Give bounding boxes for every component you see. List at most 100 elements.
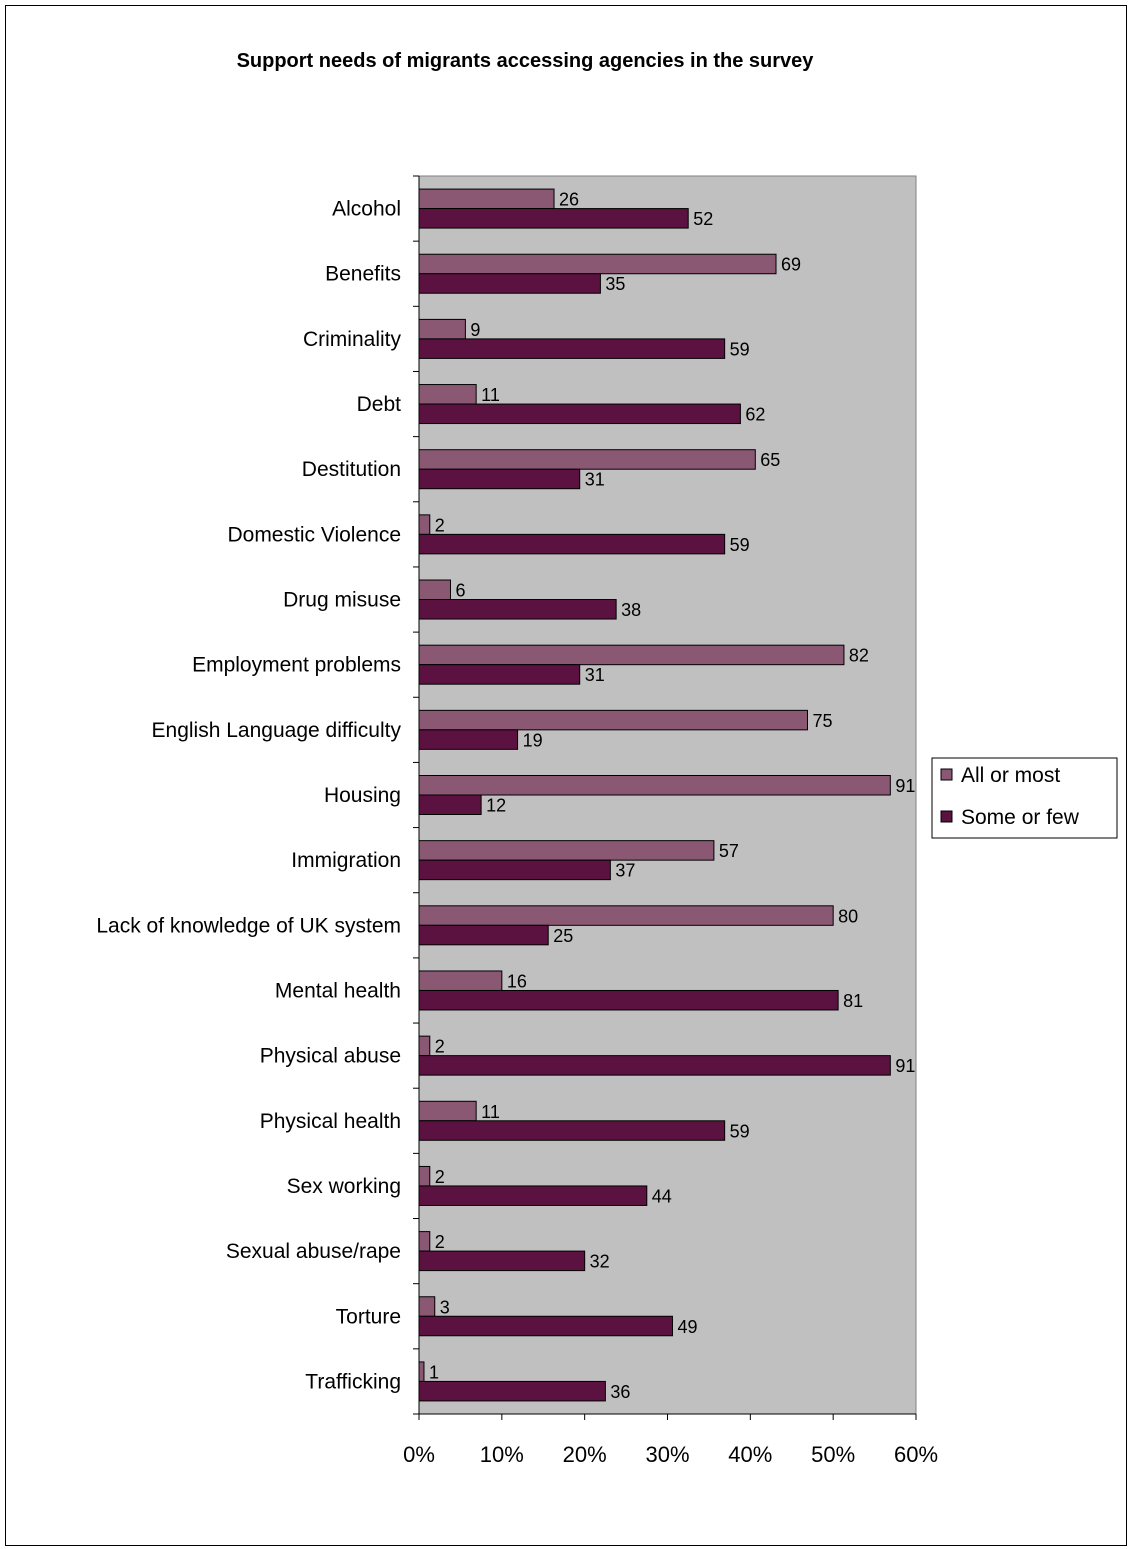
value-label-some-or-few-lack-of-knowledge-of-uk-system: 25 (553, 926, 573, 946)
bar-all-or-most-mental-health (418, 970, 503, 991)
value-label-some-or-few-drug-misuse: 38 (621, 600, 641, 620)
value-label-all-or-most-drug-misuse: 6 (455, 581, 465, 601)
value-label-some-or-few-domestic-violence: 59 (730, 535, 750, 555)
category-label-lack-of-knowledge-of-uk-system: Lack of knowledge of UK system (96, 914, 401, 937)
bar-all-or-most-sexual-abuse-rape (418, 1231, 431, 1252)
x-tick-label: 0% (403, 1442, 435, 1467)
value-label-some-or-few-english-language-difficulty: 19 (523, 730, 543, 750)
bar-all-or-most-drug-misuse (418, 579, 451, 601)
legend-box (931, 757, 1118, 839)
bars-layer: 2652693595911626531259638823175199112573… (418, 188, 915, 1402)
bar-some-or-few-alcohol (418, 208, 689, 229)
value-label-some-or-few-housing: 12 (486, 796, 506, 816)
category-label-physical-abuse: Physical abuse (260, 1045, 401, 1068)
value-label-some-or-few-trafficking: 36 (610, 1382, 630, 1402)
category-label-alcohol: Alcohol (332, 198, 401, 221)
value-label-some-or-few-employment-problems: 31 (585, 665, 605, 685)
bar-some-or-few-sexual-abuse-rape (418, 1250, 586, 1272)
value-label-some-or-few-debt: 62 (745, 405, 765, 425)
value-label-all-or-most-debt: 11 (481, 385, 500, 405)
category-label-torture: Torture (336, 1305, 401, 1328)
value-label-some-or-few-benefits: 35 (605, 274, 625, 294)
x-tick-label: 40% (728, 1442, 772, 1467)
bar-some-or-few-physical-abuse (418, 1055, 891, 1076)
bar-all-or-most-benefits (418, 253, 777, 275)
bar-some-or-few-mental-health (418, 989, 839, 1011)
bar-all-or-most-housing (418, 775, 891, 796)
bar-some-or-few-employment-problems (418, 664, 581, 685)
value-label-all-or-most-torture: 3 (440, 1297, 450, 1317)
bar-some-or-few-immigration (418, 859, 611, 881)
category-label-immigration: Immigration (291, 849, 401, 872)
bar-some-or-few-english-language-difficulty (418, 729, 519, 750)
value-label-all-or-most-criminality: 9 (470, 320, 480, 340)
value-label-all-or-most-mental-health: 16 (507, 971, 527, 991)
bar-some-or-few-trafficking (418, 1380, 606, 1402)
value-label-all-or-most-alcohol: 26 (559, 190, 579, 210)
bar-some-or-few-torture (418, 1315, 673, 1337)
value-label-all-or-most-housing: 91 (895, 776, 915, 796)
bar-all-or-most-sex-working (418, 1165, 431, 1187)
value-label-some-or-few-destitution: 31 (585, 470, 605, 490)
x-tick-label: 60% (894, 1442, 938, 1467)
value-label-all-or-most-physical-health: 11 (481, 1102, 500, 1122)
value-label-all-or-most-domestic-violence: 2 (435, 515, 445, 535)
x-tick-label: 30% (645, 1442, 689, 1467)
value-label-some-or-few-torture: 49 (677, 1317, 697, 1337)
category-label-physical-health: Physical health (260, 1110, 401, 1133)
category-label-sexual-abuse-rape: Sexual abuse/rape (226, 1240, 401, 1263)
value-label-some-or-few-physical-health: 59 (730, 1121, 750, 1141)
axis-layer: Alcohol Benefits Criminality Debt Destitutio… (96, 175, 938, 1467)
legend-label-all-or-most: All or most (961, 764, 1060, 787)
category-label-employment-problems: Employment problems (192, 654, 401, 677)
legend-label-some-or-few: Some or few (961, 806, 1080, 829)
legend-swatch-some-or-few (940, 810, 953, 823)
category-label-sex-working: Sex working (287, 1175, 401, 1198)
bar-some-or-few-physical-health (418, 1120, 726, 1141)
bar-some-or-few-debt (418, 403, 741, 425)
bar-all-or-most-alcohol (418, 188, 555, 210)
value-label-all-or-most-physical-abuse: 2 (435, 1037, 445, 1057)
category-label-domestic-violence: Domestic Violence (227, 523, 401, 546)
value-label-all-or-most-english-language-difficulty: 75 (812, 711, 832, 731)
value-label-some-or-few-mental-health: 81 (843, 991, 863, 1011)
legend: All or most Some or few (931, 757, 1118, 839)
value-label-some-or-few-criminality: 59 (730, 339, 750, 359)
bar-some-or-few-lack-of-knowledge-of-uk-system (418, 924, 549, 946)
value-label-all-or-most-destitution: 65 (760, 450, 780, 470)
bar-some-or-few-benefits (418, 273, 601, 294)
bar-all-or-most-physical-health (418, 1100, 477, 1122)
value-label-all-or-most-sex-working: 2 (435, 1167, 445, 1187)
bar-all-or-most-trafficking (418, 1361, 425, 1382)
bar-all-or-most-immigration (418, 840, 715, 861)
value-label-all-or-most-sexual-abuse-rape: 2 (435, 1232, 445, 1252)
x-tick-label: 50% (811, 1442, 855, 1467)
bar-all-or-most-english-language-difficulty (418, 709, 808, 731)
value-label-all-or-most-lack-of-knowledge-of-uk-system: 80 (838, 906, 858, 926)
bar-some-or-few-housing (418, 794, 482, 815)
value-label-all-or-most-employment-problems: 82 (849, 646, 869, 666)
value-label-some-or-few-physical-abuse: 91 (895, 1056, 915, 1076)
bar-all-or-most-domestic-violence (418, 514, 431, 535)
x-tick-label: 10% (480, 1442, 524, 1467)
bar-some-or-few-criminality (418, 338, 726, 359)
bar-some-or-few-destitution (418, 468, 581, 490)
category-label-mental-health: Mental health (275, 979, 401, 1002)
bar-all-or-most-criminality (418, 318, 466, 340)
category-label-destitution: Destitution (302, 458, 401, 481)
value-label-some-or-few-sexual-abuse-rape: 32 (590, 1252, 610, 1272)
bar-all-or-most-lack-of-knowledge-of-uk-system (418, 905, 834, 926)
value-label-some-or-few-immigration: 37 (615, 861, 635, 881)
bar-all-or-most-torture (418, 1296, 436, 1317)
bar-some-or-few-sex-working (418, 1185, 648, 1206)
value-label-all-or-most-trafficking: 1 (429, 1362, 439, 1382)
bar-all-or-most-employment-problems (418, 644, 845, 666)
bar-all-or-most-debt (418, 384, 477, 405)
category-label-criminality: Criminality (303, 328, 402, 351)
category-label-benefits: Benefits (325, 263, 401, 286)
category-label-trafficking: Trafficking (305, 1370, 401, 1393)
value-label-all-or-most-benefits: 69 (781, 255, 801, 275)
x-tick-label: 20% (563, 1442, 607, 1467)
category-label-english-language-difficulty: English Language difficulty (152, 719, 402, 742)
